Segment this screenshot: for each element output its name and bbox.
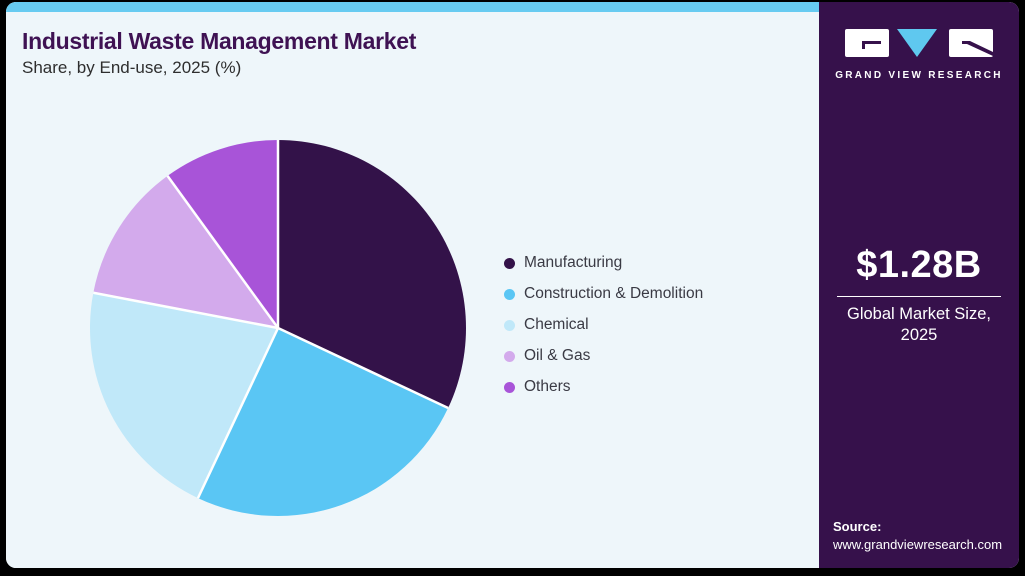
page-subtitle: Share, by End-use, 2025 (%) [22,58,242,77]
chart-panel: Industrial Waste Management Market Share… [6,2,819,568]
pie-slice-separator [93,291,279,330]
brand-name: GRAND VIEW RESEARCH [835,70,1003,81]
legend-item-construction-demolition: Construction & Demolition [504,285,703,303]
market-size-block: $1.28B Global Market Size, 2025 [819,244,1019,347]
legend-swatch-manufacturing [504,257,515,269]
legend-item-chemical: Chemical [504,316,703,334]
brand-sidebar: GRAND VIEW RESEARCH $1.28B Global Market… [819,2,1019,568]
legend-swatch-construction-demolition [504,288,515,300]
legend-item-others: Others [504,378,703,396]
page-title: Industrial Waste Management Market [22,28,417,54]
pie-slice-oil-gas [93,175,278,328]
legend-label: Chemical [524,316,589,333]
legend: Manufacturing Construction & Demolition … [504,254,703,396]
market-size-label: Global Market Size, 2025 [847,305,991,345]
infographic-card: Industrial Waste Management Market Share… [6,2,1019,568]
market-size-value: $1.28B [856,244,982,286]
stat-divider [837,296,1001,297]
pie-slice-separator [196,327,280,499]
pie-slice-construction-demolition [197,328,449,517]
source-label: Source: [833,518,882,534]
top-accent-bar [6,2,819,12]
legend-swatch-chemical [504,319,515,331]
pie-slice-separator [166,175,280,329]
legend-label: Manufacturing [524,254,623,271]
pie-slice-separator [277,326,449,410]
gvr-logo-icon [845,29,993,57]
logo-letter-r [949,29,993,57]
logo-letter-v [897,29,937,57]
legend-swatch-others [504,381,515,393]
pie-slice-chemical [89,292,279,499]
legend-item-manufacturing: Manufacturing [504,254,703,272]
legend-label: Others [524,378,571,395]
source-url: www.grandviewresearch.com [833,536,1003,552]
pie-chart [89,140,467,517]
legend-swatch-oil-gas [504,350,515,362]
pie-slice-manufacturing [278,140,467,409]
legend-label: Oil & Gas [524,347,591,364]
logo-letter-g [845,29,889,57]
legend-label: Construction & Demolition [524,285,704,302]
legend-item-oil-gas: Oil & Gas [504,347,703,365]
gvr-logo: GRAND VIEW RESEARCH [819,28,1019,81]
pie-slice-others [167,140,278,328]
source-block: Source: www.grandviewresearch.com [833,518,1002,554]
